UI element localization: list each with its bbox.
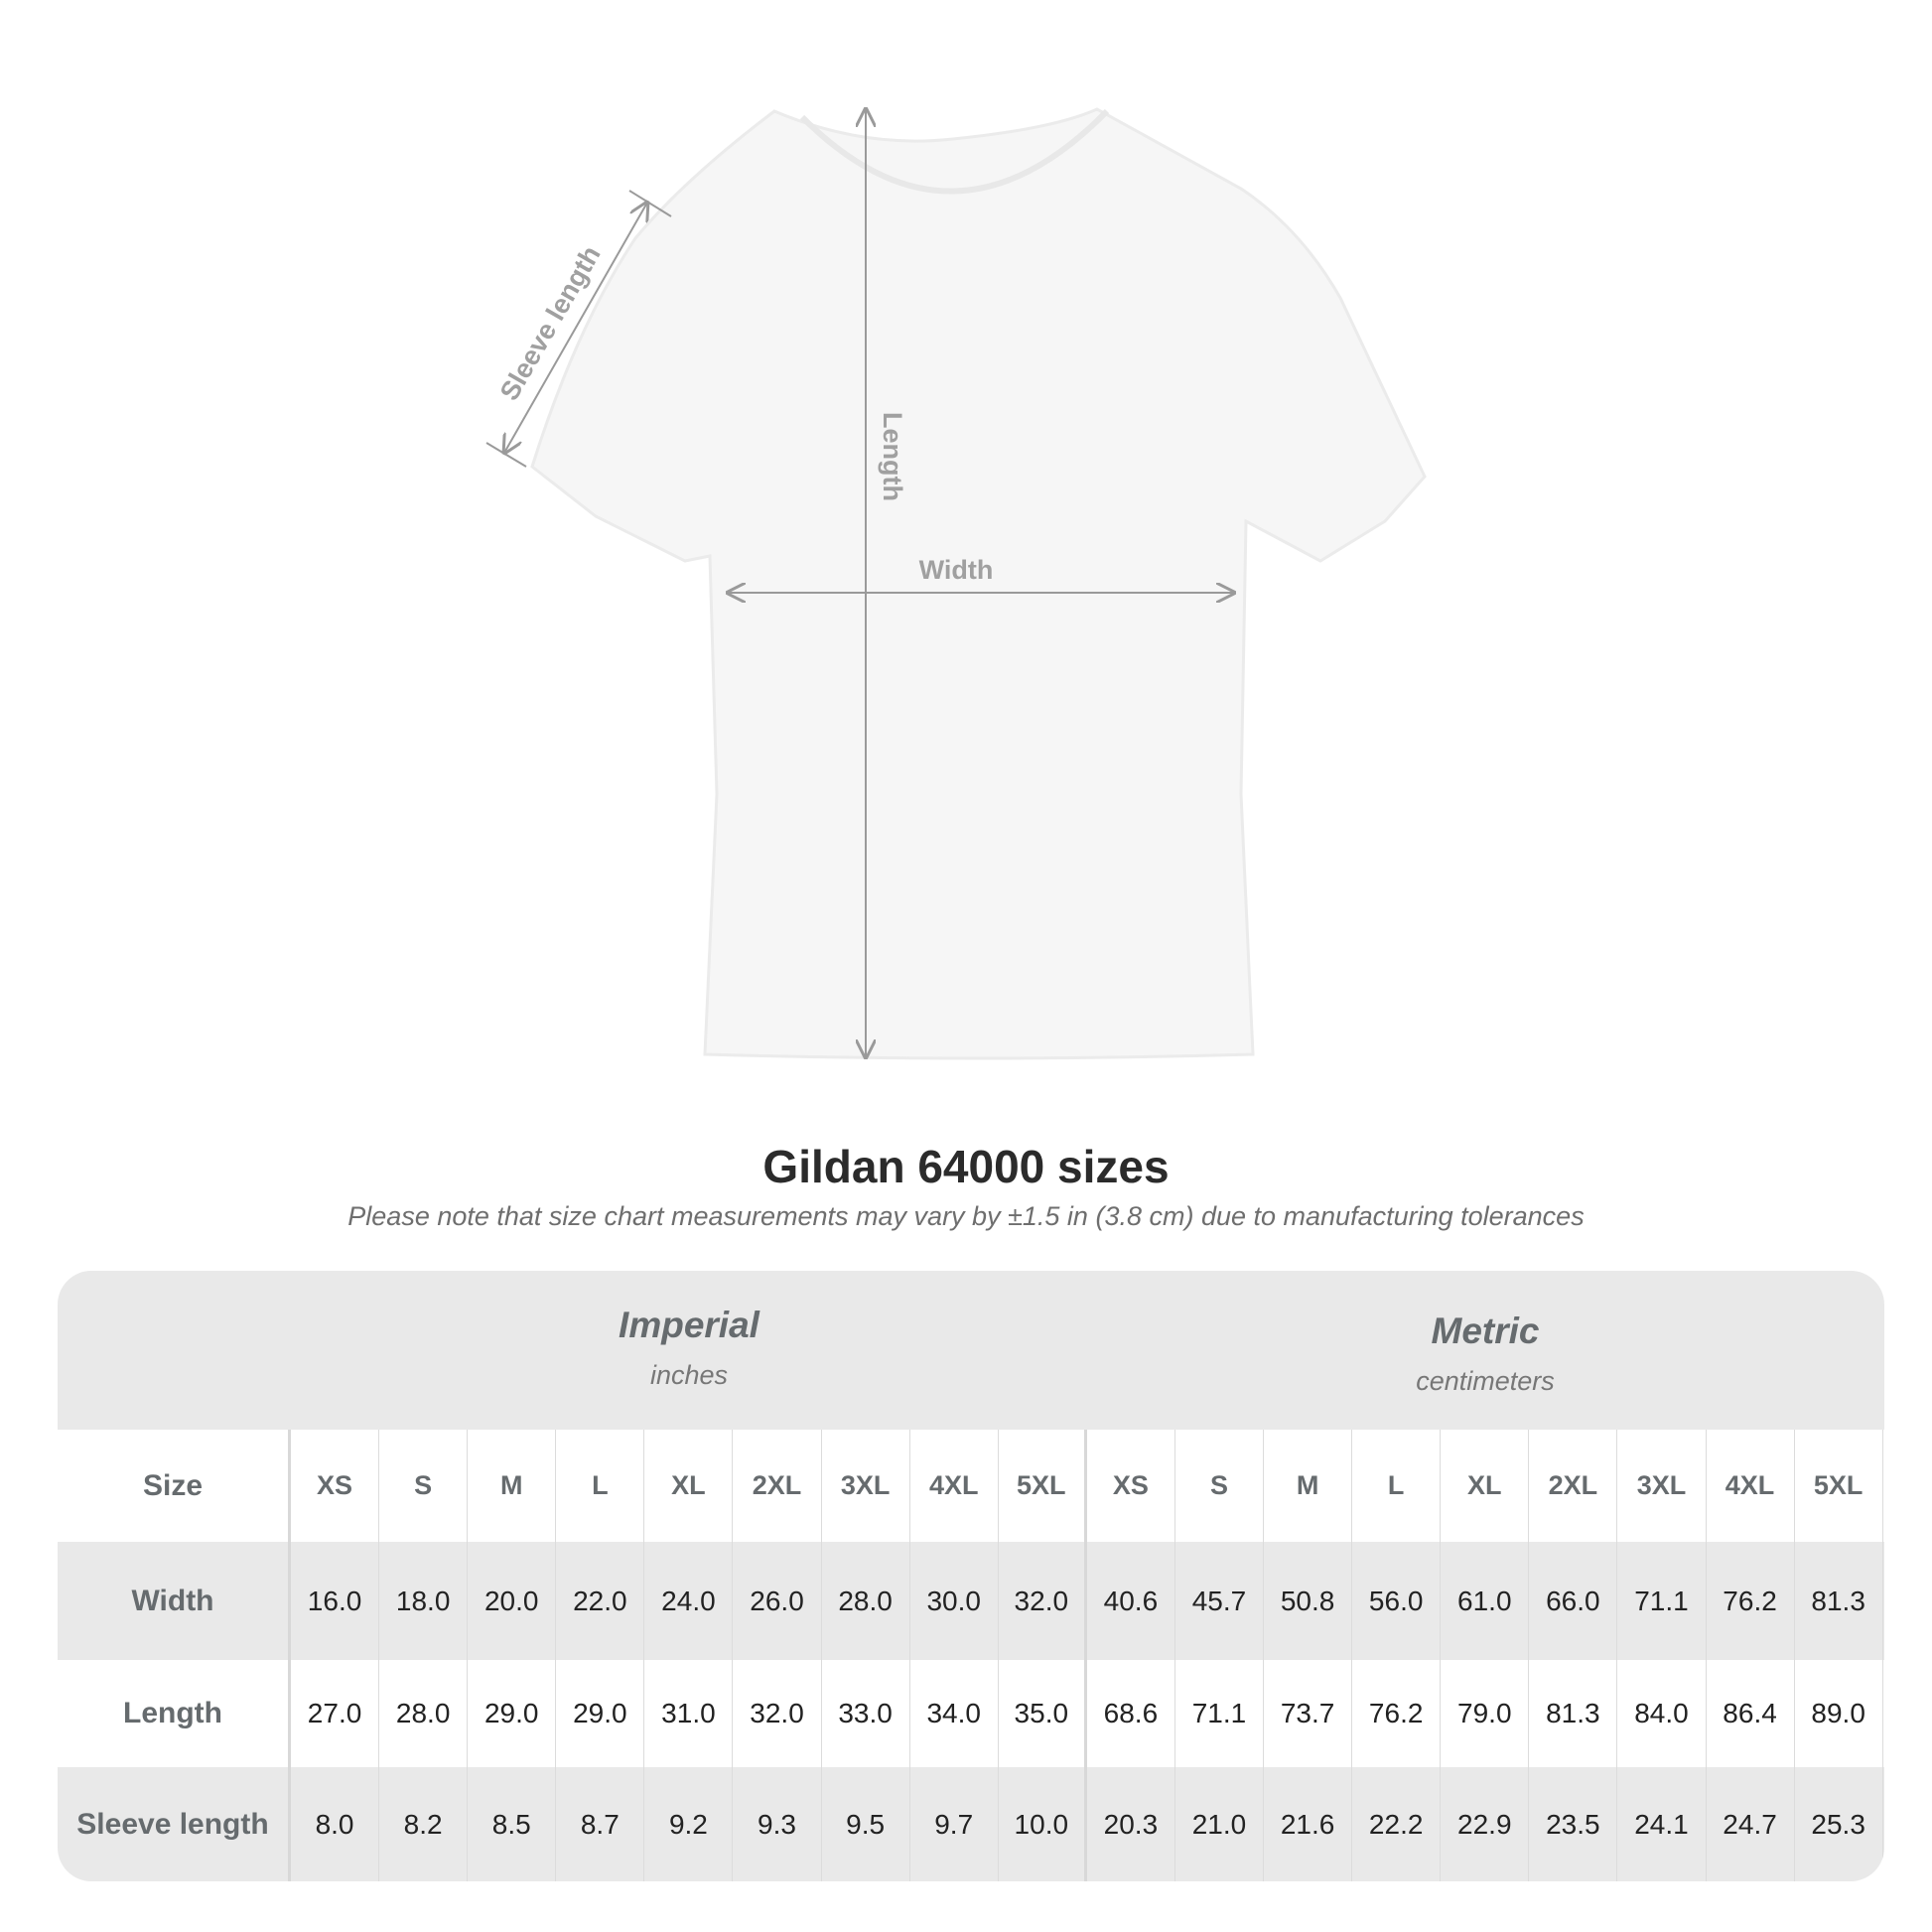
size-column-header: 3XL: [822, 1430, 910, 1542]
imperial-header: Imperial inches: [619, 1305, 759, 1390]
metric-value: 79.0: [1441, 1660, 1530, 1767]
metric-value: 81.3: [1529, 1660, 1618, 1767]
size-column-header: 4XL: [1707, 1430, 1795, 1542]
metric-value: 23.5: [1529, 1767, 1618, 1881]
metric-value: 40.6: [1087, 1542, 1175, 1660]
table-row: Width 16.0 18.0 20.0 22.0 24.0 26.0 28.0 30.0 32.…: [58, 1542, 1884, 1660]
imperial-value: 8.7: [556, 1767, 645, 1881]
size-column-header: XS: [1087, 1430, 1175, 1542]
imperial-value: 9.5: [822, 1767, 910, 1881]
size-column-header: 2XL: [733, 1430, 822, 1542]
sleeve-length-line: [504, 203, 647, 453]
imperial-value: 27.0: [291, 1660, 380, 1767]
imperial-value: 32.0: [733, 1660, 822, 1767]
size-label: Size: [58, 1430, 291, 1542]
size-column-header: XS: [291, 1430, 380, 1542]
imperial-value: 9.3: [733, 1767, 822, 1881]
metric-value: 24.7: [1707, 1767, 1795, 1881]
size-column-header: 5XL: [1795, 1430, 1883, 1542]
imperial-value: 20.0: [468, 1542, 557, 1660]
metric-value: 76.2: [1707, 1542, 1795, 1660]
size-column-header: XL: [644, 1430, 734, 1542]
imperial-value: 24.0: [644, 1542, 734, 1660]
metric-value: 24.1: [1617, 1767, 1707, 1881]
size-column-header: 2XL: [1529, 1430, 1618, 1542]
metric-value: 81.3: [1795, 1542, 1883, 1660]
table-row: Length 27.0 28.0 29.0 29.0 31.0 32.0 33.0 34.0 35…: [58, 1660, 1884, 1767]
imperial-value: 10.0: [999, 1767, 1087, 1881]
row-label: Length: [58, 1660, 291, 1767]
size-column-header: S: [379, 1430, 469, 1542]
size-column-header: 5XL: [999, 1430, 1087, 1542]
imperial-value: 29.0: [468, 1660, 557, 1767]
metric-value: 71.1: [1617, 1542, 1707, 1660]
metric-value: 86.4: [1707, 1660, 1795, 1767]
metric-value: 56.0: [1352, 1542, 1442, 1660]
row-label: Width: [58, 1542, 291, 1660]
metric-value: 61.0: [1441, 1542, 1530, 1660]
size-column-header: L: [1352, 1430, 1442, 1542]
page-title: Gildan 64000 sizes: [762, 1141, 1170, 1192]
imperial-value: 28.0: [822, 1542, 910, 1660]
size-header-row: Size XS S M L XL 2XL 3XL 4XL 5XL XS S M L XL 2XL 3XL 4XL 5…: [58, 1430, 1884, 1542]
size-column-header: 3XL: [1617, 1430, 1707, 1542]
metric-value: 89.0: [1795, 1660, 1883, 1767]
imperial-value: 34.0: [910, 1660, 999, 1767]
tolerance-note: Please note that size chart measurements…: [347, 1201, 1585, 1231]
imperial-value: 18.0: [379, 1542, 469, 1660]
metric-value: 76.2: [1352, 1660, 1442, 1767]
size-column-header: M: [468, 1430, 557, 1542]
imperial-value: 32.0: [999, 1542, 1087, 1660]
tshirt-diagram: Sleeve length Length Width: [485, 0, 1427, 1060]
metric-value: 22.2: [1352, 1767, 1442, 1881]
metric-value: 20.3: [1087, 1767, 1175, 1881]
imperial-value: 30.0: [910, 1542, 999, 1660]
metric-value: 71.1: [1175, 1660, 1265, 1767]
imperial-value: 8.5: [468, 1767, 557, 1881]
metric-value: 68.6: [1087, 1660, 1175, 1767]
metric-value: 22.9: [1441, 1767, 1530, 1881]
size-column-header: S: [1175, 1430, 1265, 1542]
metric-value: 66.0: [1529, 1542, 1618, 1660]
imperial-value: 22.0: [556, 1542, 645, 1660]
metric-value: 50.8: [1264, 1542, 1353, 1660]
length-label: Length: [878, 412, 907, 501]
metric-value: 45.7: [1175, 1542, 1265, 1660]
imperial-value: 26.0: [733, 1542, 822, 1660]
imperial-value: 33.0: [822, 1660, 910, 1767]
width-label: Width: [919, 555, 994, 585]
metric-value: 84.0: [1617, 1660, 1707, 1767]
metric-header: Metric centimeters: [1416, 1311, 1555, 1396]
imperial-value: 31.0: [644, 1660, 734, 1767]
metric-value: 21.0: [1175, 1767, 1265, 1881]
table-row: Sleeve length 8.0 8.2 8.5 8.7 9.2 9.3 9.5 9.7 10.…: [58, 1767, 1884, 1881]
row-label: Sleeve length: [58, 1767, 291, 1881]
imperial-value: 9.2: [644, 1767, 734, 1881]
metric-value: 21.6: [1264, 1767, 1353, 1881]
imperial-value: 28.0: [379, 1660, 469, 1767]
imperial-value: 35.0: [999, 1660, 1087, 1767]
imperial-value: 8.2: [379, 1767, 469, 1881]
imperial-value: 9.7: [910, 1767, 999, 1881]
size-column-header: 4XL: [910, 1430, 999, 1542]
metric-value: 25.3: [1795, 1767, 1883, 1881]
size-column-header: XL: [1441, 1430, 1530, 1542]
imperial-value: 16.0: [291, 1542, 380, 1660]
size-column-header: M: [1264, 1430, 1353, 1542]
size-table: Imperial inches Metric centimeters Size X…: [58, 1271, 1884, 1881]
imperial-value: 8.0: [291, 1767, 380, 1881]
metric-value: 73.7: [1264, 1660, 1353, 1767]
imperial-value: 29.0: [556, 1660, 645, 1767]
size-column-header: L: [556, 1430, 645, 1542]
